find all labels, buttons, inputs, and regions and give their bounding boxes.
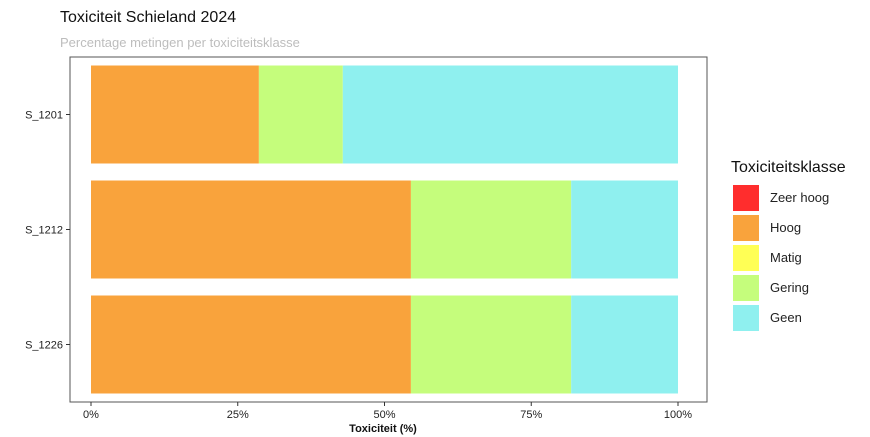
y-tick-label: S_1201 (25, 110, 63, 122)
bar-segment-S_1212-hoog (91, 180, 411, 279)
legend-label-zeer-hoog: Zeer hoog (770, 190, 829, 205)
x-tick-label: 0% (83, 409, 99, 421)
legend-swatch-geen (733, 305, 759, 331)
legend: Toxiciteitsklasse Zeer hoog Hoog Matig Gerin… (731, 159, 846, 331)
x-axis-title: Toxiciteit (%) (349, 423, 417, 435)
bar-segment-S_1226-hoog (91, 295, 411, 394)
y-axis: S_1201 S_1212 S_1226 (25, 110, 70, 352)
x-tick-label: 25% (227, 409, 249, 421)
legend-label-hoog: Hoog (770, 220, 801, 235)
bar-segment-S_1212-geen (571, 180, 678, 279)
legend-title: Toxiciteitsklasse (731, 159, 846, 176)
bar-segment-S_1201-gering (258, 65, 343, 164)
legend-label-matig: Matig (770, 250, 802, 265)
bar-segment-S_1226-gering (410, 295, 572, 394)
legend-swatch-zeer-hoog (733, 185, 759, 211)
x-axis: 0% 25% 50% 75% 100% (83, 402, 692, 421)
legend-label-geen: Geen (770, 310, 802, 325)
bar-segment-S_1201-geen (342, 65, 678, 164)
legend-swatch-gering (733, 275, 759, 301)
x-tick-label: 50% (373, 409, 395, 421)
bar-segment-S_1226-geen (571, 295, 678, 394)
x-tick-label: 100% (664, 409, 692, 421)
bar-segment-S_1212-gering (410, 180, 572, 279)
legend-swatch-matig (733, 245, 759, 271)
y-tick-label: S_1226 (25, 340, 63, 352)
x-tick-label: 75% (520, 409, 542, 421)
chart-title: Toxiciteit Schieland 2024 (60, 9, 237, 26)
bar-segment-S_1201-hoog (91, 65, 259, 164)
bars-group (91, 65, 678, 394)
chart-subtitle: Percentage metingen per toxiciteitsklass… (60, 35, 300, 50)
y-tick-label: S_1212 (25, 225, 63, 237)
legend-swatch-hoog (733, 215, 759, 241)
legend-label-gering: Gering (770, 280, 809, 295)
